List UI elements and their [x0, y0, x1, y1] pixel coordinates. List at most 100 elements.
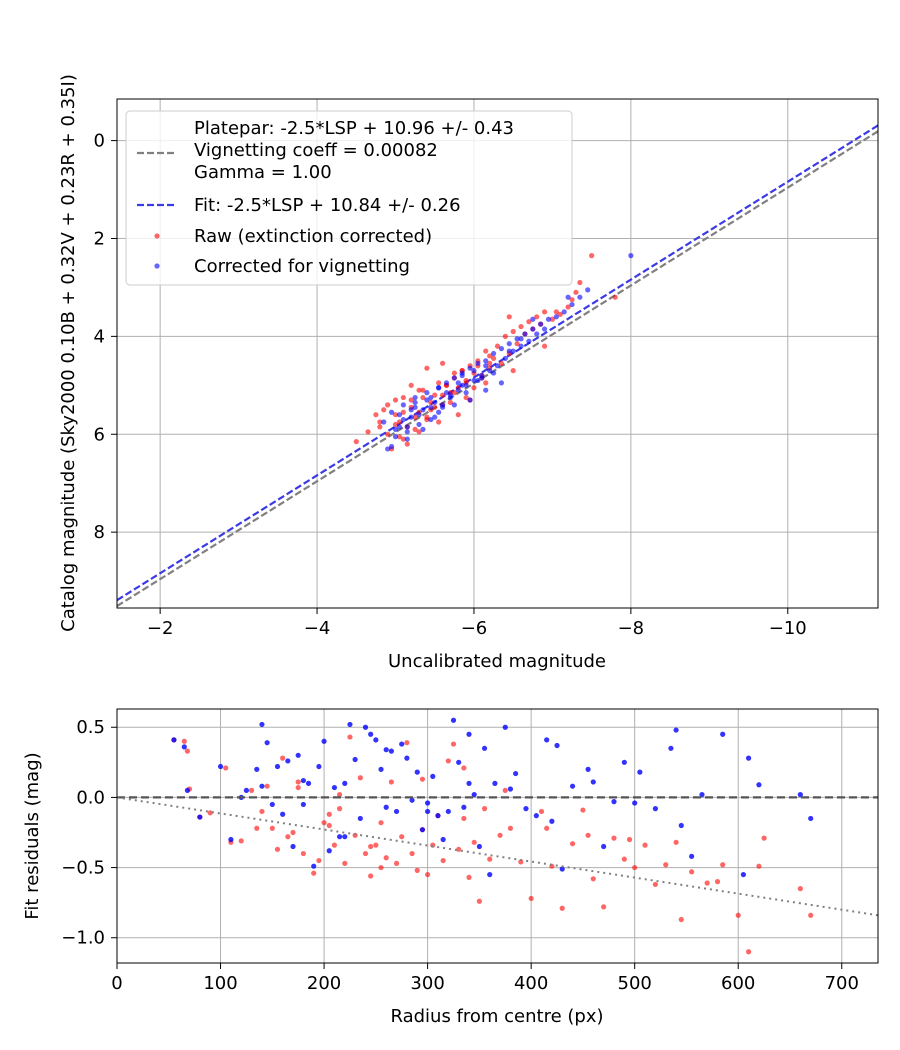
legend-platepar-label: Platepar: -2.5*LSP + 10.96 +/- 0.43 Vign… [194, 118, 520, 183]
bottom-x-tick-label: 300 [410, 973, 444, 994]
top-y-tick-label: 6 [94, 424, 105, 445]
raw-residual-point [756, 863, 762, 869]
raw-point [494, 343, 501, 349]
bottom-ticks: 0 100 200 300 400 500 600 700 0.5 0.0 −0.5 −1.0 [61, 717, 859, 994]
corrected-point [475, 360, 481, 366]
top-x-tick-label: −6 [461, 618, 488, 639]
corrected-point [541, 326, 548, 332]
corrected-residual-point [300, 777, 306, 784]
corrected-residual-point [699, 792, 705, 798]
raw-residual-point [368, 873, 374, 879]
corrected-residual-point [808, 815, 814, 822]
raw-residual-point [590, 876, 596, 882]
top-y-tick-label: 4 [94, 326, 105, 347]
corrected-residual-point [414, 769, 420, 775]
corrected-point [381, 419, 387, 425]
raw-residual-point [704, 880, 710, 886]
corrected-point [518, 343, 524, 349]
top-plot-frame [116, 98, 879, 609]
corrected-residual-point [311, 863, 317, 869]
corrected-residual-point [637, 769, 643, 775]
corrected-residual-point [590, 779, 596, 785]
corrected-residual-point [466, 731, 472, 737]
bottom-x-tick-label: 200 [307, 973, 341, 994]
corrected-point [385, 446, 391, 452]
raw-point [483, 348, 489, 354]
corrected-point [451, 375, 457, 381]
corrected-point [490, 350, 497, 357]
corrected-point [416, 412, 422, 418]
raw-residual-point [440, 857, 446, 864]
top-x-axis-label: Uncalibrated magnitude [388, 651, 606, 672]
corrected-point [428, 404, 434, 410]
raw-residual-point [528, 895, 534, 902]
raw-residual-point [378, 820, 384, 826]
corrected-point [455, 380, 461, 386]
raw-residual-point [409, 850, 415, 857]
legend: Platepar: -2.5*LSP + 10.96 +/- 0.43 Vign… [125, 110, 573, 286]
corrected-residual-point [487, 871, 493, 878]
raw-point [424, 416, 430, 423]
corrected-residual-point [668, 745, 674, 751]
corrected-point [522, 331, 528, 337]
top-y-tick-label: 8 [94, 522, 105, 543]
raw-point [463, 394, 469, 401]
raw-residual-point [300, 850, 306, 857]
raw-residual-point [471, 839, 477, 845]
raw-residual-point [481, 806, 488, 812]
corrected-residual-point [740, 871, 747, 878]
corrected-residual-point [419, 827, 426, 833]
corrected-residual-point [632, 800, 638, 806]
raw-point [353, 438, 359, 445]
raw-residual-point [601, 904, 607, 910]
corrected-point [400, 416, 406, 423]
raw-point [510, 368, 516, 374]
corrected-point [471, 377, 477, 384]
corrected-point [424, 390, 430, 396]
raw-residual-point [476, 898, 482, 904]
corrected-residual-point [456, 759, 462, 765]
corrected-residual-point [533, 813, 539, 819]
raw-residual-point [445, 758, 451, 764]
raw-residual-point [414, 867, 420, 873]
corrected-residual-point [388, 748, 394, 754]
corrected-point [459, 372, 465, 379]
raw-residual-point [181, 738, 187, 744]
raw-residual-point [518, 859, 524, 865]
corrected-residual-point [383, 804, 389, 810]
corrected-point [436, 385, 442, 391]
raw-point [432, 404, 438, 410]
raw-point [573, 289, 579, 295]
corrected-residual-point [554, 742, 560, 749]
raw-point [589, 253, 595, 259]
legend-corrected-label: Corrected for vignetting [194, 256, 410, 277]
corrected-residual-point [295, 752, 301, 758]
raw-point [451, 390, 457, 396]
corrected-point [514, 336, 520, 342]
corrected-residual-point [290, 843, 296, 850]
corrected-residual-point [756, 782, 762, 788]
raw-residual-point [461, 815, 467, 822]
raw-point [510, 328, 516, 335]
raw-residual-point [207, 810, 213, 816]
bottom-reference-lines [117, 796, 878, 917]
corrected-residual-point [585, 766, 591, 772]
corrected-point [396, 424, 403, 430]
bottom-points [171, 717, 814, 955]
raw-residual-point [238, 838, 244, 844]
corrected-point [483, 363, 489, 369]
raw-residual-point [259, 808, 265, 815]
corrected-residual-point [357, 815, 363, 822]
corrected-residual-point [347, 721, 353, 728]
raw-point [471, 385, 477, 391]
raw-residual-point [264, 783, 270, 789]
bottom-vignetting-line [117, 796, 878, 917]
raw-residual-point [808, 912, 814, 918]
corrected-point [498, 380, 505, 386]
raw-point [416, 429, 422, 435]
raw-residual-point [368, 843, 374, 850]
corrected-residual-point [544, 737, 550, 743]
raw-residual-point [652, 881, 658, 888]
raw-residual-point [311, 870, 317, 876]
